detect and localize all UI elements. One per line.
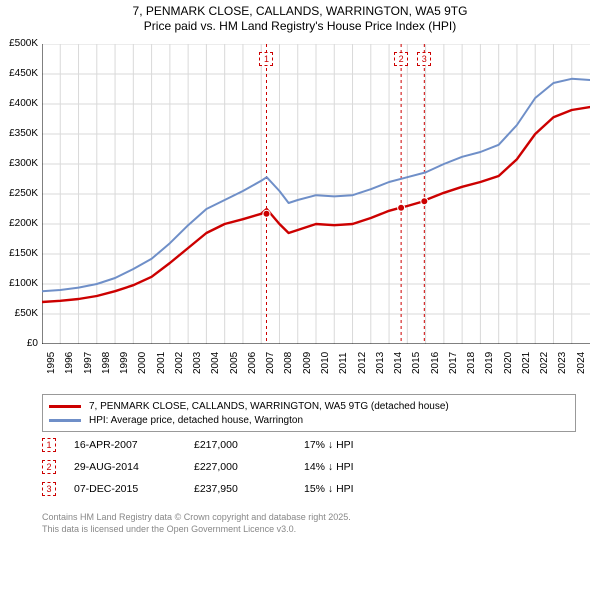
event-marker: 3 [417, 52, 431, 66]
sale-date: 29-AUG-2014 [74, 461, 194, 473]
x-tick-label: 2000 [137, 352, 148, 374]
y-tick-label: £300K [2, 158, 38, 169]
attribution-line-1: Contains HM Land Registry data © Crown c… [42, 512, 351, 524]
x-tick-label: 2005 [229, 352, 240, 374]
sale-delta: 17% ↓ HPI [304, 439, 414, 451]
x-tick-label: 2007 [265, 352, 276, 374]
x-tick-label: 2020 [503, 352, 514, 374]
legend-item: 7, PENMARK CLOSE, CALLANDS, WARRINGTON, … [49, 399, 569, 413]
x-tick-label: 2001 [156, 352, 167, 374]
y-tick-label: £400K [2, 98, 38, 109]
x-tick-label: 1997 [83, 352, 94, 374]
x-tick-label: 2012 [357, 352, 368, 374]
x-tick-label: 1995 [46, 352, 57, 374]
x-tick-label: 2010 [320, 352, 331, 374]
y-tick-label: £150K [2, 248, 38, 259]
event-marker: 2 [394, 52, 408, 66]
sale-row: 1 16-APR-2007£217,00017% ↓ HPI [42, 438, 414, 460]
x-tick-label: 2022 [539, 352, 550, 374]
sale-delta: 15% ↓ HPI [304, 483, 414, 495]
x-tick-label: 2024 [576, 352, 587, 374]
legend-item: HPI: Average price, detached house, Warr… [49, 413, 569, 427]
y-tick-label: £500K [2, 38, 38, 49]
sale-price: £237,950 [194, 483, 304, 495]
x-tick-label: 2018 [466, 352, 477, 374]
x-tick-label: 2008 [283, 352, 294, 374]
sale-delta: 14% ↓ HPI [304, 461, 414, 473]
title-line-2: Price paid vs. HM Land Registry's House … [0, 19, 600, 34]
y-tick-label: £100K [2, 278, 38, 289]
y-tick-label: £250K [2, 188, 38, 199]
sale-row: 3 07-DEC-2015£237,95015% ↓ HPI [42, 482, 414, 504]
sale-row: 2 29-AUG-2014£227,00014% ↓ HPI [42, 460, 414, 482]
chart-svg [42, 44, 590, 344]
sale-marker-box: 3 [42, 482, 56, 496]
legend-swatch [49, 405, 81, 408]
x-tick-label: 2017 [448, 352, 459, 374]
title-line-1: 7, PENMARK CLOSE, CALLANDS, WARRINGTON, … [0, 4, 600, 19]
legend-label: HPI: Average price, detached house, Warr… [89, 415, 303, 426]
chart-container: 7, PENMARK CLOSE, CALLANDS, WARRINGTON, … [0, 0, 600, 590]
x-tick-label: 2021 [521, 352, 532, 374]
chart-title: 7, PENMARK CLOSE, CALLANDS, WARRINGTON, … [0, 0, 600, 34]
attribution-line-2: This data is licensed under the Open Gov… [42, 524, 351, 536]
legend-label: 7, PENMARK CLOSE, CALLANDS, WARRINGTON, … [89, 401, 449, 412]
x-tick-label: 1996 [64, 352, 75, 374]
x-tick-label: 2006 [247, 352, 258, 374]
x-tick-label: 2015 [411, 352, 422, 374]
sale-date: 16-APR-2007 [74, 439, 194, 451]
y-tick-label: £350K [2, 128, 38, 139]
x-tick-label: 1999 [119, 352, 130, 374]
y-tick-label: £50K [2, 308, 38, 319]
x-tick-label: 2019 [484, 352, 495, 374]
y-tick-label: £0 [2, 338, 38, 349]
sale-date: 07-DEC-2015 [74, 483, 194, 495]
x-tick-label: 2002 [174, 352, 185, 374]
x-tick-label: 2011 [338, 352, 349, 374]
x-tick-label: 2009 [302, 352, 313, 374]
plot-area [42, 44, 590, 344]
x-tick-label: 2003 [192, 352, 203, 374]
x-tick-label: 1998 [101, 352, 112, 374]
attribution: Contains HM Land Registry data © Crown c… [42, 512, 351, 535]
x-tick-label: 2023 [557, 352, 568, 374]
x-tick-label: 2004 [210, 352, 221, 374]
x-tick-label: 2016 [430, 352, 441, 374]
sales-table: 1 16-APR-2007£217,00017% ↓ HPI 2 29-AUG-201… [42, 438, 414, 504]
sale-price: £227,000 [194, 461, 304, 473]
sale-marker-box: 2 [42, 460, 56, 474]
legend: 7, PENMARK CLOSE, CALLANDS, WARRINGTON, … [42, 394, 576, 432]
x-tick-label: 2014 [393, 352, 404, 374]
event-marker: 1 [259, 52, 273, 66]
legend-swatch [49, 419, 81, 422]
sale-price: £217,000 [194, 439, 304, 451]
y-tick-label: £200K [2, 218, 38, 229]
sale-marker-box: 1 [42, 438, 56, 452]
y-tick-label: £450K [2, 68, 38, 79]
x-tick-label: 2013 [375, 352, 386, 374]
